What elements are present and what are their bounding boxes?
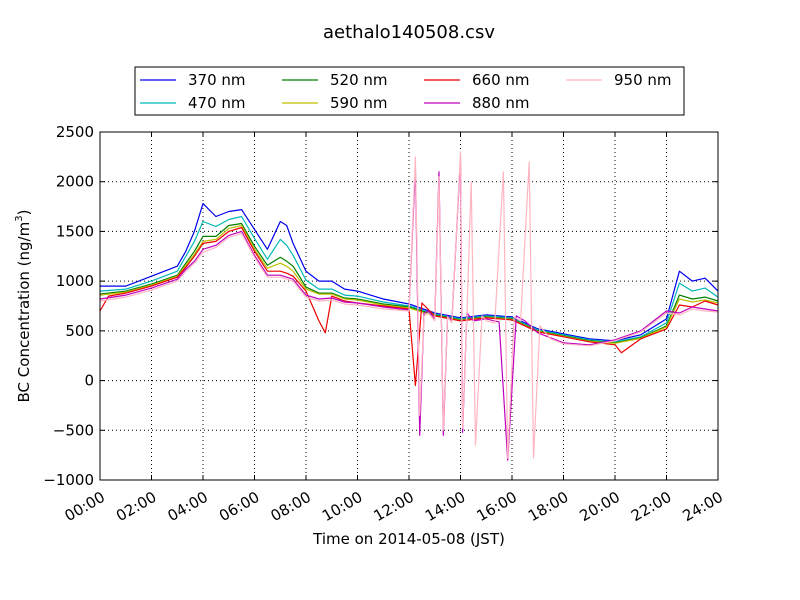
y-axis-title-close: ) bbox=[15, 210, 33, 216]
legend-label: 950 nm bbox=[614, 71, 672, 89]
legend-item-370-nm: 370 nm bbox=[140, 71, 246, 89]
legend-frame bbox=[134, 66, 685, 116]
x-axis-title: Time on 2014-05-08 (JST) bbox=[312, 530, 505, 548]
y-tick-label: 0 bbox=[84, 372, 94, 390]
y-tick-label: 2000 bbox=[56, 173, 94, 191]
legend-label: 470 nm bbox=[188, 94, 246, 112]
series-line-470-nm bbox=[99, 215, 719, 343]
legend-label: 370 nm bbox=[188, 71, 246, 89]
series-line-880-nm bbox=[99, 156, 719, 461]
y-axis-title: BC Concentration (ng/m3) bbox=[14, 210, 33, 403]
series-line-660-nm bbox=[99, 226, 719, 387]
legend: 370 nm 470 nm 520 nm 590 nm 660 nm 880 nm 950 … bbox=[134, 66, 685, 116]
legend-label: 520 nm bbox=[330, 71, 388, 89]
y-tick-label: 2500 bbox=[56, 123, 94, 141]
y-tick-label: −500 bbox=[53, 421, 94, 439]
legend-label: 880 nm bbox=[472, 94, 530, 112]
legend-item-520-nm: 520 nm bbox=[282, 71, 388, 89]
legend-item-880-nm: 880 nm bbox=[424, 94, 530, 112]
y-axis-title-sup: 3 bbox=[14, 215, 25, 221]
y-axis: −1000 −500 0 500 1000 1500 2000 2500 bbox=[43, 123, 718, 489]
legend-item-660-nm: 660 nm bbox=[424, 71, 530, 89]
chart-title: aethalo140508.csv bbox=[323, 22, 495, 43]
legend-item-950-nm: 950 nm bbox=[566, 71, 672, 89]
plot-area: 00:00 02:00 04:00 06:00 08:00 10:00 12:00 14:00… bbox=[43, 123, 726, 525]
series-lines bbox=[99, 151, 719, 461]
y-tick-label: −1000 bbox=[43, 471, 94, 489]
y-tick-label: 500 bbox=[65, 322, 94, 340]
y-tick-label: 1000 bbox=[56, 272, 94, 290]
legend-item-470-nm: 470 nm bbox=[140, 94, 246, 112]
legend-item-590-nm: 590 nm bbox=[282, 94, 388, 112]
legend-label: 660 nm bbox=[472, 71, 530, 89]
series-line-950-nm bbox=[99, 151, 719, 459]
series-line-590-nm bbox=[99, 224, 719, 344]
gridlines bbox=[100, 132, 718, 480]
legend-label: 590 nm bbox=[330, 94, 388, 112]
y-axis-title-main: BC Concentration (ng/m bbox=[15, 222, 33, 403]
y-tick-label: 1500 bbox=[56, 222, 94, 240]
